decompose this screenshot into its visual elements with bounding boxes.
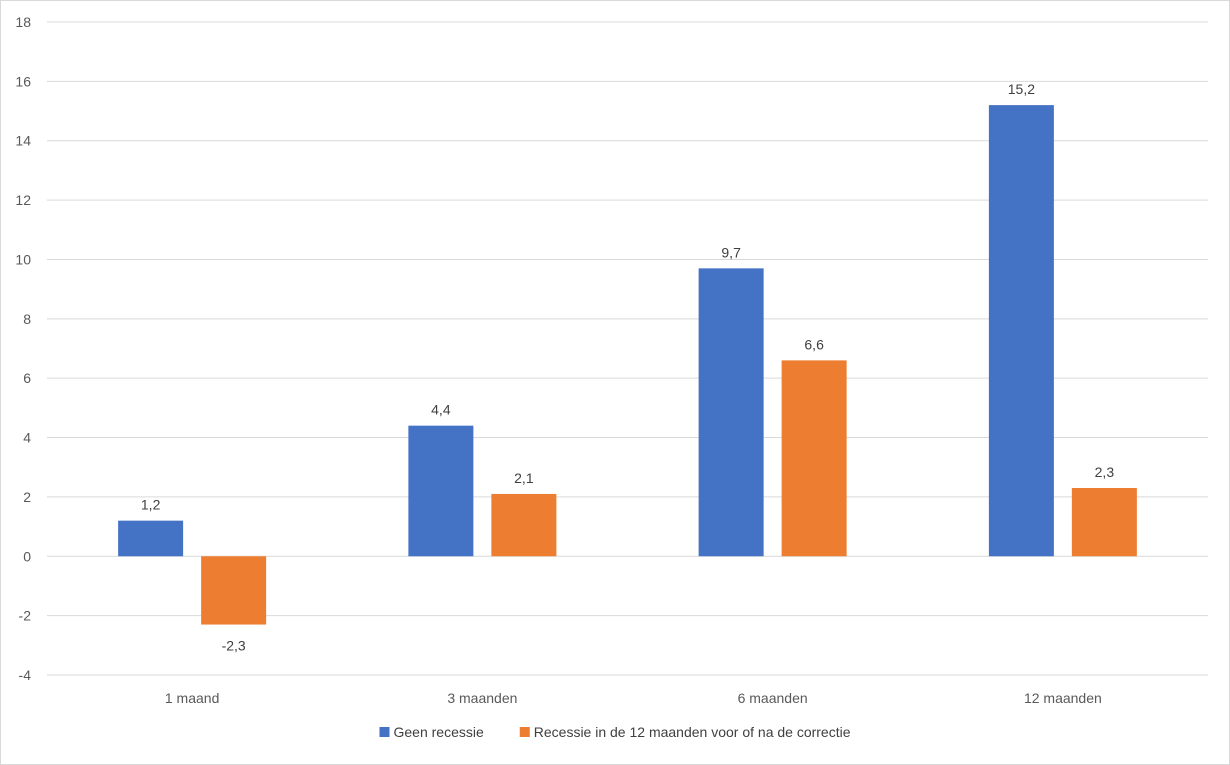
data-label: 2,1	[514, 470, 534, 486]
legend-label: Recessie in de 12 maanden voor of na de …	[534, 724, 851, 740]
bar	[988, 105, 1054, 557]
legend-item: Geen recessie	[379, 724, 484, 740]
x-tick-label: 6 maanden	[738, 690, 808, 706]
x-tick-label: 3 maanden	[447, 690, 517, 706]
x-tick-label: 1 maand	[165, 690, 219, 706]
legend-swatch	[379, 727, 390, 737]
data-label: 2,3	[1095, 464, 1115, 480]
bars	[118, 105, 1137, 625]
y-tick-label: 12	[15, 192, 31, 208]
y-tick-label: 6	[23, 370, 31, 386]
data-label: 15,2	[1008, 81, 1035, 97]
data-label: 1,2	[141, 497, 161, 513]
data-labels: 1,2 -2,3 4,4 2,1 9,7 6,6 15,2 2,3	[141, 81, 1114, 653]
data-label: 9,7	[721, 244, 741, 260]
bar	[1071, 488, 1137, 557]
y-tick-label: 14	[15, 133, 31, 149]
y-tick-label: 18	[15, 14, 31, 30]
data-label: -2,3	[222, 638, 246, 654]
y-tick-label: -4	[19, 667, 32, 683]
y-tick-label: -2	[19, 608, 32, 624]
data-label: 4,4	[431, 402, 451, 418]
data-label: 6,6	[804, 336, 824, 352]
y-tick-label: 8	[23, 311, 31, 327]
bar	[781, 360, 847, 557]
y-axis-ticks: -4 -2 0 2 4 6 8 10 12 14 16 18	[15, 14, 31, 683]
x-tick-label: 12 maanden	[1024, 690, 1102, 706]
bar	[698, 268, 764, 557]
bar	[408, 425, 474, 557]
y-tick-label: 2	[23, 489, 31, 505]
y-tick-label: 0	[23, 548, 31, 564]
bar	[118, 520, 184, 557]
bar	[491, 493, 557, 557]
legend-swatch	[519, 727, 530, 737]
bar	[201, 556, 267, 625]
legend-label: Geen recessie	[393, 724, 483, 740]
legend-item: Recessie in de 12 maanden voor of na de …	[519, 724, 851, 740]
legend: Geen recessie Recessie in de 12 maanden v…	[379, 724, 851, 740]
y-tick-label: 4	[23, 430, 31, 446]
y-tick-label: 10	[15, 251, 31, 267]
x-axis-ticks: 1 maand 3 maanden 6 maanden 12 maanden	[165, 690, 1102, 706]
y-tick-label: 16	[15, 73, 31, 89]
